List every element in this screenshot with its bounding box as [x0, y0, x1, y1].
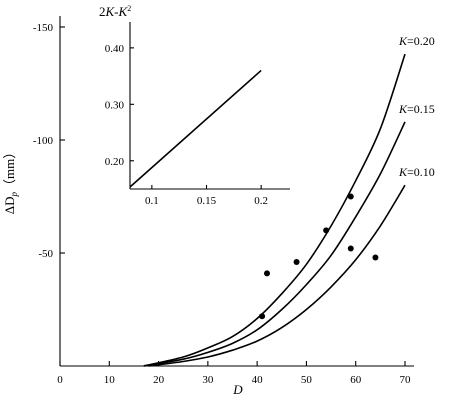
x-tick-label: 30: [202, 374, 214, 386]
series-label-value: =0.20: [407, 34, 435, 48]
inset-title: 2K-K2: [99, 4, 131, 19]
inset-y-tick-label: 0.30: [105, 99, 125, 111]
series-label-value: =0.15: [407, 102, 435, 116]
inset-title-part: -: [114, 4, 118, 19]
series-line: [143, 121, 406, 367]
main-chart: 0 10 20 30 40 50 60 70 -50-100-150 K=0.20K=0.15…: [2, 16, 435, 397]
series-line: [148, 184, 406, 367]
data-point: [347, 245, 354, 252]
inset-title-part: K: [105, 4, 116, 19]
inset-series: [129, 69, 262, 188]
inset-x-tick-label: 0.2: [254, 195, 268, 207]
inset-chart: 0.1 0.15 0.2 0.200.300.40 2K-K2: [99, 4, 290, 207]
inset-x-tick-label: 0.15: [197, 195, 217, 207]
data-point: [323, 227, 330, 234]
y-axis-label-main: ΔD: [2, 196, 17, 214]
y-axis-label-sub: p: [9, 191, 19, 197]
main-curve-labels: K=0.20K=0.15K=0.10: [398, 34, 435, 179]
inset-x-tick-label: 0.1: [145, 195, 159, 207]
data-point: [347, 193, 354, 200]
x-tick-label: 70: [400, 374, 412, 386]
y-axis-label: ΔDp（mm）: [2, 146, 19, 214]
x-tick-label: 40: [252, 374, 264, 386]
main-points: [259, 193, 379, 320]
x-tick-label: 0: [57, 374, 63, 386]
main-y-ticks: -50 -100 -150: [33, 22, 65, 260]
x-tick-label: 50: [301, 374, 313, 386]
y-axis-label-unit: （mm）: [2, 146, 17, 192]
series-label-k: K: [398, 102, 408, 116]
series-label-value: =0.10: [407, 165, 435, 179]
y-tick-label: -150: [33, 22, 54, 34]
y-tick-label: -50: [38, 248, 53, 260]
x-axis-label: D: [232, 382, 243, 397]
inset-axes: [129, 22, 290, 190]
x-tick-label: 60: [350, 374, 362, 386]
inset-y-ticks: 0.20 0.30 0.40: [105, 43, 134, 168]
x-tick-label: 10: [104, 374, 116, 386]
inset-title-part: 2: [127, 4, 131, 13]
series-label-k: K: [398, 34, 408, 48]
inset-x-ticks: 0.1 0.15 0.2: [145, 185, 268, 207]
data-point: [372, 254, 379, 261]
inset-series-line: [129, 69, 262, 188]
inset-title-part: K: [118, 4, 129, 19]
main-curves: [143, 53, 406, 367]
data-point: [264, 270, 270, 277]
series-label: K=0.20: [398, 34, 435, 48]
series-line: [143, 53, 406, 367]
y-tick-label: -100: [33, 135, 54, 147]
series-label: K=0.15: [398, 102, 435, 116]
inset-y-tick-label: 0.20: [105, 156, 125, 168]
inset-title-part: 2: [99, 4, 106, 19]
inset-y-tick-label: 0.40: [105, 43, 125, 55]
series-label: K=0.10: [398, 165, 435, 179]
main-axes: [59, 16, 414, 367]
data-point: [259, 313, 266, 320]
data-point: [293, 259, 300, 266]
x-tick-label: 20: [153, 374, 165, 386]
series-label-k: K: [398, 165, 408, 179]
